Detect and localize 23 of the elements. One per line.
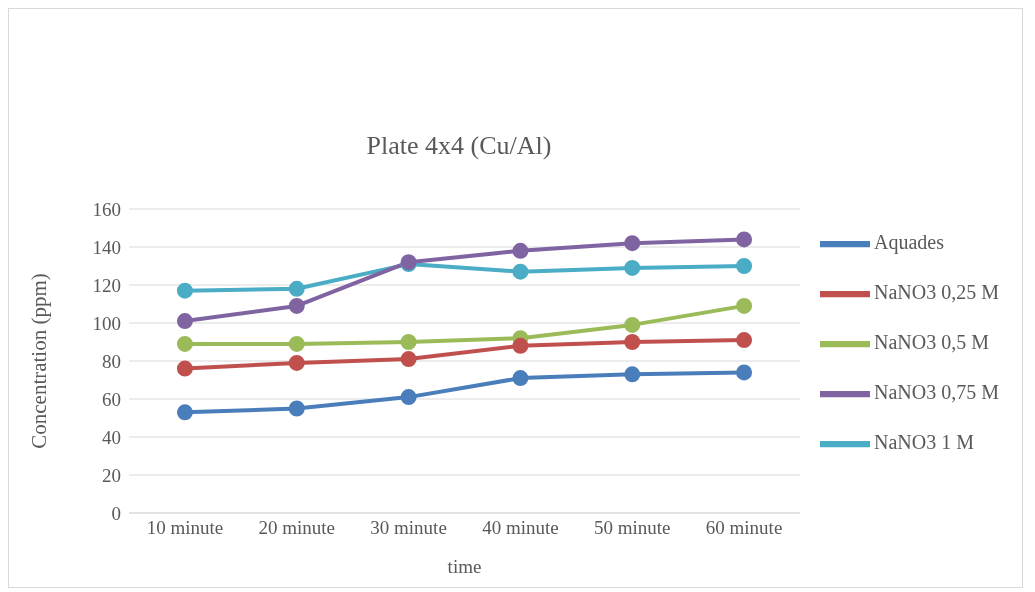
x-tick-label: 40 minute: [482, 517, 559, 539]
x-tick-label: 60 minute: [705, 517, 783, 539]
y-tick-label: 0: [111, 502, 121, 524]
legend-label: NaNO3 0,25 M: [874, 280, 999, 303]
y-tick-label: 120: [92, 274, 121, 296]
legend-label: NaNO3 0,75 M: [874, 380, 999, 403]
y-tick-label: 60: [102, 388, 121, 410]
chart-title: Plate 4x4 (Cu/Al): [365, 131, 553, 161]
x-tick-label: 50 minute: [593, 517, 671, 539]
y-tick-label: 40: [102, 426, 121, 448]
x-tick-label: 20 minute: [258, 517, 336, 539]
x-tick-label: 10 minute: [146, 517, 224, 539]
legend-label: NaNO3 1 M: [874, 430, 974, 453]
y-tick-label: 140: [92, 236, 121, 258]
y-tick-label: 100: [92, 312, 121, 334]
y-tick-label: 160: [92, 198, 121, 220]
y-tick-label: 80: [102, 350, 121, 372]
y-axis-title: Concentration (ppm): [27, 273, 52, 449]
y-tick-label: 20: [102, 464, 121, 486]
x-tick-label: 30 minute: [370, 517, 447, 539]
legend-label: NaNO3 0,5 M: [874, 330, 989, 353]
legend-label: Aquades: [874, 230, 944, 253]
x-axis-title: time: [447, 556, 482, 577]
